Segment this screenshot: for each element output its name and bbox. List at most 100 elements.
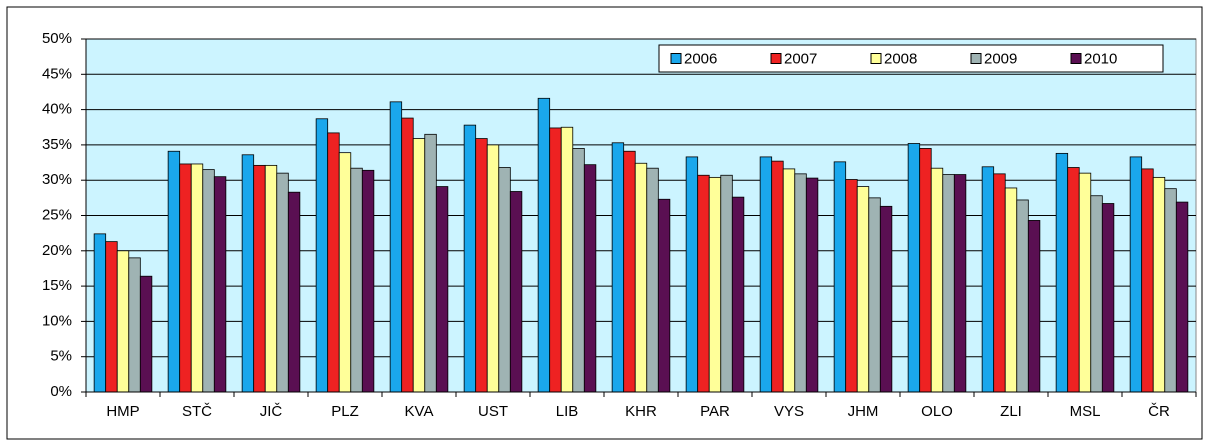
bar — [1055, 152, 1069, 393]
bar — [537, 97, 551, 393]
bar — [697, 174, 710, 393]
bar — [179, 163, 192, 393]
x-tick-label: ČR — [1148, 403, 1170, 420]
bar — [856, 186, 870, 393]
bar — [190, 163, 204, 393]
bar — [1141, 168, 1154, 393]
bar — [509, 191, 523, 393]
bar — [128, 257, 141, 393]
y-tick-label: 10% — [42, 312, 72, 329]
x-tick-label: OLO — [921, 403, 953, 420]
bar — [907, 143, 921, 393]
x-tick-label: JHM — [848, 403, 879, 420]
bar — [1101, 203, 1115, 393]
y-tick-label: 15% — [42, 277, 72, 294]
bar — [953, 174, 967, 393]
legend-swatch — [770, 53, 782, 64]
bar — [139, 275, 153, 393]
x-tick-label: STČ — [182, 403, 212, 420]
bar — [105, 241, 118, 393]
legend-label: 2008 — [884, 50, 917, 67]
x-tick-label: LIB — [556, 403, 579, 420]
bar — [919, 148, 932, 393]
legend-swatch — [970, 53, 982, 64]
x-tick-label: VYS — [774, 403, 804, 420]
bar — [657, 198, 671, 393]
bar — [463, 124, 477, 393]
bar — [981, 166, 995, 393]
x-tick-label: ZLI — [1000, 403, 1022, 420]
legend-label: 2009 — [984, 50, 1017, 67]
bar — [1016, 199, 1029, 393]
bar — [583, 164, 597, 393]
bar — [560, 126, 574, 393]
bar — [685, 156, 699, 393]
bar — [424, 133, 437, 393]
bar — [361, 169, 375, 393]
legend-swatch — [870, 53, 882, 64]
bar — [116, 250, 130, 393]
bar — [202, 169, 215, 393]
bar — [771, 160, 784, 393]
bar — [845, 179, 858, 393]
y-tick-label: 20% — [42, 242, 72, 259]
bar — [1004, 187, 1018, 393]
x-tick-label: HMP — [106, 403, 139, 420]
bar — [942, 174, 955, 393]
bar — [276, 172, 289, 393]
legend-swatch — [670, 53, 682, 64]
bar — [401, 117, 414, 393]
bar — [338, 152, 352, 393]
bar — [350, 167, 363, 393]
bar — [720, 174, 733, 393]
legend-swatch — [1070, 53, 1082, 64]
y-tick-label: 40% — [42, 101, 72, 118]
y-tick-label: 35% — [42, 136, 72, 153]
y-tick-label: 0% — [50, 383, 72, 400]
bar — [1129, 156, 1143, 393]
bar — [930, 167, 944, 393]
x-tick-label: UST — [478, 403, 508, 420]
bar — [634, 162, 648, 393]
bar — [1164, 188, 1177, 393]
y-tick-label: 25% — [42, 206, 72, 223]
legend-label: 2007 — [784, 50, 817, 67]
bar — [805, 177, 819, 393]
bar — [794, 173, 807, 393]
bar — [241, 154, 255, 393]
bar — [623, 150, 636, 393]
x-tick-label: KHR — [625, 403, 657, 420]
bar — [1175, 201, 1189, 393]
y-tick-label: 5% — [50, 348, 72, 365]
bar — [1027, 220, 1041, 393]
x-tick-label: MSL — [1070, 403, 1101, 420]
bar — [287, 191, 301, 393]
x-tick-label: PAR — [700, 403, 730, 420]
bar — [412, 138, 426, 393]
bar — [327, 132, 340, 393]
bar — [315, 118, 329, 393]
bar — [708, 176, 722, 393]
bar — [486, 144, 500, 393]
bar — [868, 197, 881, 393]
y-tick-label: 30% — [42, 171, 72, 188]
bar — [646, 167, 659, 393]
bar — [1067, 167, 1080, 393]
bar — [253, 164, 266, 393]
bar — [213, 176, 227, 393]
y-tick-label: 45% — [42, 65, 72, 82]
legend-label: 2006 — [684, 50, 717, 67]
y-tick-label: 50% — [42, 30, 72, 47]
bar — [93, 233, 107, 393]
bar — [1152, 176, 1166, 393]
bar — [1078, 172, 1092, 393]
bar — [879, 205, 893, 393]
bar — [389, 101, 403, 393]
bar — [731, 196, 745, 393]
legend-label: 2010 — [1084, 50, 1117, 67]
x-tick-label: JIČ — [260, 403, 283, 420]
bar — [167, 150, 181, 393]
bar — [833, 161, 847, 393]
bar — [572, 148, 585, 393]
